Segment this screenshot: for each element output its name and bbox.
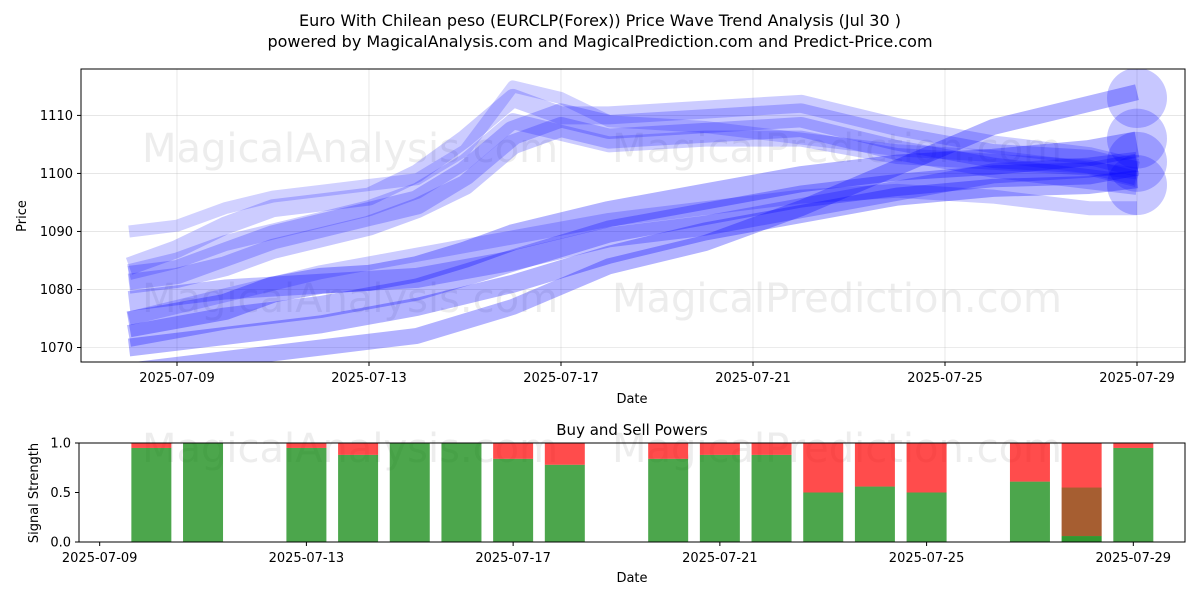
wave-series-line: [127, 183, 1137, 326]
price-y-tick-label: 1070: [40, 341, 73, 356]
wave-end-marker: [1107, 108, 1167, 169]
buy-bar: [286, 447, 327, 542]
wave-series-line: [127, 170, 1139, 357]
price-x-tick-label: 2025-07-09: [139, 371, 215, 386]
sell-bar: [131, 443, 172, 448]
buy-bar: [338, 454, 379, 542]
buy-bar: [648, 458, 689, 542]
buy-bar: [1009, 481, 1050, 542]
sell-bar: [286, 443, 327, 448]
price-y-tick-label: 1100: [40, 167, 73, 182]
wave-end-marker: [1107, 155, 1167, 216]
price-y-axis-label: Price: [15, 200, 30, 232]
buy-sell-title: Buy and Sell Powers: [556, 421, 708, 439]
buy-sell-x-axis-label: Date: [616, 571, 647, 586]
price-plot-frame: [80, 68, 1186, 363]
sell-bar: [338, 443, 379, 455]
price-y-tick-label: 1110: [40, 109, 73, 124]
watermark-analysis: MagicalAnalysis.com: [142, 126, 558, 172]
watermark-prediction: MagicalPrediction.com: [612, 126, 1062, 172]
figure-title: Euro With Chilean peso (EURCLP(Forex)) P…: [299, 11, 901, 30]
buy-bar: [131, 447, 172, 542]
price-watermarks: MagicalAnalysis.com MagicalPrediction.co…: [142, 126, 1062, 322]
buy-bar: [803, 492, 844, 542]
wave-series-line: [128, 80, 1138, 238]
wave-end-marker: [1107, 131, 1167, 192]
buy-sell-x-tick-label: 2025-07-29: [1096, 551, 1172, 566]
buy-sell-x-ticks: 2025-07-09 2025-07-13 2025-07-17 2025-07-21…: [62, 542, 1171, 566]
buy-bar: [906, 492, 947, 542]
watermark-analysis: MagicalAnalysis.com: [142, 276, 558, 322]
wave-series-line: [127, 113, 1139, 280]
buy-bar: [544, 464, 585, 542]
buy-bar: [441, 443, 482, 542]
buy-sell-y-ticks: 0.0 0.5 1.0: [50, 437, 79, 551]
buy-bar: [1113, 447, 1154, 542]
price-wave-panel: MagicalAnalysis.com MagicalPrediction.co…: [15, 68, 1186, 407]
buy-bar: [493, 458, 534, 542]
buy-bar: [1061, 536, 1102, 542]
watermark-prediction: MagicalPrediction.com: [612, 276, 1062, 322]
buy-sell-y-tick-label: 0.0: [50, 536, 71, 551]
sell-bar: [1113, 443, 1154, 448]
price-grid: [81, 69, 1185, 362]
price-y-tick-label: 1090: [40, 225, 73, 240]
buy-sell-y-axis-label: Signal Strength: [27, 443, 42, 543]
sell-bar: [1009, 443, 1050, 482]
price-x-tick-label: 2025-07-17: [523, 371, 599, 386]
buy-sell-x-tick-label: 2025-07-21: [682, 551, 758, 566]
sell-bar: [1061, 443, 1102, 537]
price-x-axis-label: Date: [616, 392, 647, 407]
wave-series-line: [134, 84, 1139, 362]
wave-series-line: [127, 153, 1139, 347]
price-x-tick-label: 2025-07-13: [331, 371, 407, 386]
buy-bar: [183, 443, 224, 542]
sell-bar: [906, 443, 947, 493]
buy-bar: [389, 443, 430, 542]
buy-sell-panel: Buy and Sell Powers MagicalAnalysis.com …: [27, 421, 1186, 586]
price-y-ticks: 1070 1080 1090 1100 1110: [40, 109, 81, 356]
sell-bar: [699, 443, 740, 455]
buy-sell-x-tick-label: 2025-07-17: [475, 551, 551, 566]
wave-series-line: [126, 131, 1140, 338]
price-x-tick-label: 2025-07-21: [715, 371, 791, 386]
buy-sell-x-tick-label: 2025-07-25: [889, 551, 965, 566]
wave-end-marker: [1107, 69, 1167, 129]
buy-overlay-bar: [1061, 487, 1102, 542]
buy-bar: [854, 486, 895, 542]
wave-series-line: [125, 89, 1140, 275]
wave-series-line: [127, 151, 1139, 312]
buy-bar: [751, 454, 792, 542]
price-x-ticks: 2025-07-09 2025-07-13 2025-07-17 2025-07-21…: [139, 362, 1175, 386]
buy-bar: [699, 454, 740, 542]
figure-subtitle: powered by MagicalAnalysis.com and Magic…: [267, 32, 932, 51]
buy-sell-x-tick-label: 2025-07-13: [269, 551, 345, 566]
sell-bar: [493, 443, 534, 459]
buy-sell-x-tick-label: 2025-07-09: [62, 551, 138, 566]
price-x-tick-label: 2025-07-29: [1099, 371, 1175, 386]
wave-series-line: [127, 117, 1139, 294]
sell-bar: [648, 443, 689, 459]
buy-sell-bars: [131, 443, 1154, 542]
buy-sell-y-tick-label: 0.5: [50, 486, 71, 501]
price-y-tick-label: 1080: [40, 283, 73, 298]
buy-sell-y-tick-label: 1.0: [50, 437, 71, 452]
sell-bar: [803, 443, 844, 493]
wave-series-line: [127, 103, 1140, 290]
sell-bar: [751, 443, 792, 455]
wave-series: [125, 69, 1167, 362]
sell-bar: [544, 443, 585, 465]
price-x-tick-label: 2025-07-25: [907, 371, 983, 386]
sell-bar: [854, 443, 895, 487]
